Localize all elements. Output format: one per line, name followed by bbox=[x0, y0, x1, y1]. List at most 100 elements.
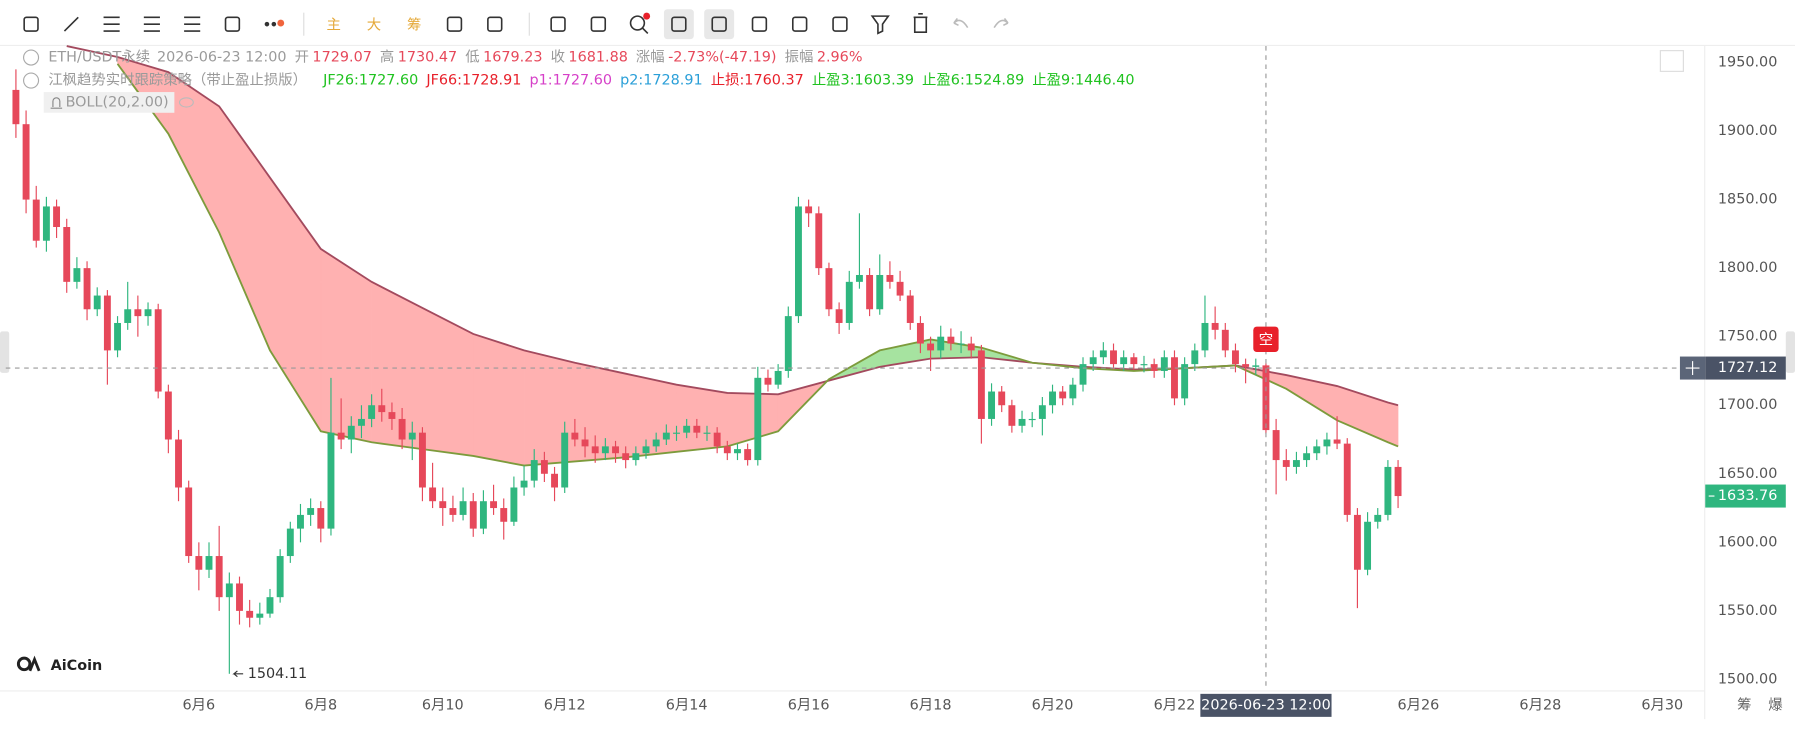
glyph bbox=[791, 16, 808, 32]
glyph bbox=[751, 16, 768, 32]
legend-field-label: 收 bbox=[551, 49, 565, 66]
y-tick-label: 1700.00 bbox=[1718, 397, 1777, 413]
candle-body bbox=[286, 528, 294, 557]
glyph bbox=[487, 16, 503, 32]
candle-body bbox=[439, 501, 447, 509]
x-tick-label: 6月22 bbox=[1154, 697, 1196, 713]
candle-body bbox=[215, 556, 223, 598]
candle-body bbox=[388, 412, 396, 419]
last-price-box bbox=[1705, 484, 1786, 508]
toolbar-icon[interactable] bbox=[913, 13, 928, 34]
toolbar-label[interactable]: 筹 bbox=[407, 16, 421, 33]
candle-body bbox=[317, 508, 325, 529]
toolbar-icon[interactable] bbox=[791, 16, 808, 32]
candle-body bbox=[297, 514, 304, 529]
legend-toggle[interactable] bbox=[23, 72, 40, 89]
candle-body bbox=[1313, 446, 1321, 454]
toolbar-icon[interactable] bbox=[23, 16, 39, 32]
glyph bbox=[993, 17, 1009, 29]
toolbar-icon[interactable] bbox=[184, 16, 201, 32]
toolbar-icon[interactable] bbox=[446, 16, 463, 32]
candle-body bbox=[479, 501, 487, 529]
signal-label: 空 bbox=[1259, 331, 1273, 348]
candle-body bbox=[307, 508, 315, 515]
toolbar-icon[interactable] bbox=[590, 16, 607, 32]
side-tab[interactable] bbox=[0, 331, 10, 373]
toolbar-icon[interactable] bbox=[629, 12, 651, 34]
candle-body bbox=[134, 309, 142, 317]
candle-body bbox=[1079, 364, 1087, 385]
candle-body bbox=[358, 418, 365, 426]
candle-body bbox=[1364, 521, 1372, 570]
collapse-button[interactable] bbox=[1659, 50, 1684, 72]
candle-body bbox=[1191, 350, 1199, 365]
toolbar-icon[interactable] bbox=[264, 19, 285, 27]
toolbar-icon[interactable] bbox=[487, 16, 503, 32]
candle-body bbox=[63, 227, 71, 282]
candle-body bbox=[164, 391, 172, 440]
toolbar-label[interactable]: 主 bbox=[326, 16, 340, 33]
crosshair-time-box bbox=[1200, 693, 1332, 717]
candle-body bbox=[805, 206, 813, 214]
glyph bbox=[870, 15, 890, 35]
toolbar-icon[interactable] bbox=[143, 16, 160, 32]
legend-field-value: 1679.23 bbox=[483, 50, 542, 66]
toolbar-icon[interactable] bbox=[671, 16, 687, 32]
toolbar-icon[interactable] bbox=[953, 17, 969, 29]
candle-body bbox=[967, 343, 975, 351]
candle-body bbox=[1110, 350, 1117, 365]
candle-body bbox=[1252, 365, 1260, 367]
candle-body bbox=[855, 274, 863, 282]
candle-body bbox=[1099, 350, 1107, 358]
candle-body bbox=[32, 199, 40, 241]
toolbar-icon[interactable] bbox=[103, 16, 120, 32]
candle-body bbox=[1221, 329, 1229, 351]
candle-body bbox=[449, 508, 457, 515]
toolbar-icon[interactable] bbox=[711, 16, 727, 32]
toolbar-icon[interactable] bbox=[550, 16, 566, 32]
candle-body bbox=[327, 432, 335, 529]
toolbar-icon[interactable] bbox=[870, 15, 890, 35]
candle-body bbox=[591, 446, 599, 454]
strategy-name: 江枫趋势实时跟踪策略（带止盈止损版） bbox=[48, 72, 307, 89]
candle-body bbox=[551, 473, 558, 488]
glyph bbox=[23, 16, 39, 32]
dot bbox=[643, 12, 651, 20]
candle-body bbox=[977, 350, 985, 419]
legend-toggle[interactable] bbox=[23, 49, 40, 66]
glyph bbox=[953, 17, 969, 29]
plus-icon bbox=[1685, 361, 1700, 375]
candle-body bbox=[866, 274, 874, 310]
candle-body bbox=[601, 446, 609, 454]
legend-field-label: 涨幅 bbox=[636, 49, 665, 66]
strategy-item: 止盈9:1446.40 bbox=[1032, 72, 1134, 89]
corner-label[interactable]: 爆 bbox=[1768, 696, 1783, 713]
toolbar-label[interactable]: 大 bbox=[367, 16, 381, 33]
candle-body bbox=[764, 377, 772, 385]
glyph bbox=[641, 27, 649, 34]
low-label: 1504.11 bbox=[248, 666, 307, 682]
strategy-item: JF26:1727.60 bbox=[322, 73, 418, 89]
side-tab[interactable] bbox=[1785, 331, 1795, 373]
corner-label[interactable]: 筹 bbox=[1737, 696, 1751, 713]
legend-field-value: 1681.88 bbox=[568, 50, 627, 66]
crosshair-price: 1727.12 bbox=[1718, 360, 1777, 376]
visibility-icon[interactable] bbox=[178, 97, 194, 108]
toolbar-icon[interactable] bbox=[993, 17, 1009, 29]
toolbar-icon[interactable] bbox=[224, 16, 241, 32]
toolbar-active bbox=[663, 9, 694, 40]
last-price: 1633.76 bbox=[1718, 488, 1777, 504]
toolbar-icon[interactable] bbox=[832, 16, 848, 32]
candle-body bbox=[784, 316, 792, 371]
candle-body bbox=[1130, 357, 1138, 365]
legend-field-label: 振幅 bbox=[785, 49, 814, 66]
toolbar-icon[interactable] bbox=[63, 16, 79, 32]
x-tick-label: 6月20 bbox=[1032, 697, 1074, 713]
candle-body bbox=[744, 449, 752, 461]
candle-body bbox=[1089, 357, 1097, 365]
candle-body bbox=[1282, 460, 1290, 467]
candle-body bbox=[347, 425, 355, 440]
glyph bbox=[711, 16, 727, 32]
candle-body bbox=[408, 432, 416, 440]
toolbar-icon[interactable] bbox=[751, 16, 768, 32]
